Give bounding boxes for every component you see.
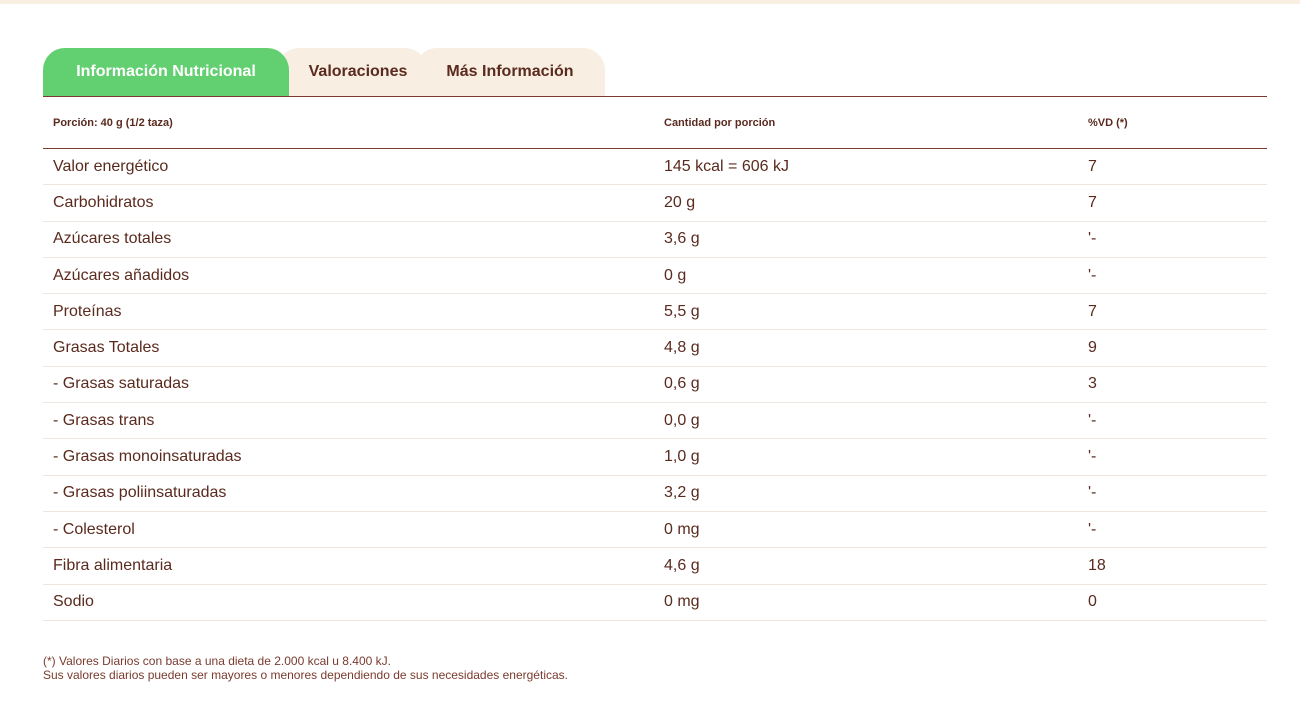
nutrition-table: Porción: 40 g (1/2 taza) Cantidad por po… [43, 96, 1267, 621]
table-row: - Grasas saturadas 0,6 g 3 [43, 367, 1267, 404]
table-row: Grasas Totales 4,8 g 9 [43, 330, 1267, 367]
header-portion: Porción: 40 g (1/2 taza) [53, 116, 173, 129]
nutrient-name: Azúcares totales [53, 230, 172, 248]
header-dv: %VD (*) [1088, 116, 1128, 129]
nutrient-dv: 7 [1088, 157, 1097, 175]
nutrient-name: - Grasas poliinsaturadas [53, 484, 227, 502]
table-row: Azúcares totales 3,6 g '- [43, 222, 1267, 258]
tab-informacion-nutricional[interactable]: Información Nutricional [43, 48, 289, 96]
footnote-line: (*) Valores Diarios con base a una dieta… [43, 654, 391, 668]
nutrient-name: Carbohidratos [53, 193, 154, 211]
table-row: - Colesterol 0 mg '- [43, 512, 1267, 549]
nutrient-name: Azúcares añadidos [53, 266, 190, 284]
table-row: Proteínas 5,5 g 7 [43, 294, 1267, 331]
nutrient-amount: 4,8 g [664, 339, 700, 357]
table-row: - Grasas monoinsaturadas 1,0 g '- [43, 439, 1267, 476]
nutrient-dv: 7 [1088, 302, 1097, 320]
tab-mas-informacion[interactable]: Más Información [415, 48, 605, 96]
nutrient-name: Valor energético [53, 157, 169, 175]
nutrient-name: Grasas Totales [53, 339, 160, 357]
nutrient-amount: 4,6 g [664, 556, 700, 574]
nutrient-dv: '- [1088, 266, 1097, 284]
footnote: (*) Valores Diarios con base a una dieta… [43, 654, 568, 682]
nutrient-amount: 145 kcal = 606 kJ [664, 157, 789, 175]
nutrient-dv: '- [1088, 484, 1097, 502]
nutrient-name: - Grasas saturadas [53, 375, 190, 393]
nutrient-dv: 18 [1088, 556, 1106, 574]
nutrient-name: - Colesterol [53, 520, 135, 538]
nutrient-dv: 3 [1088, 375, 1097, 393]
nutrient-amount: 0,6 g [664, 375, 700, 393]
nutrient-dv: '- [1088, 520, 1097, 538]
nutrient-amount: 20 g [664, 193, 696, 211]
tab-valoraciones[interactable]: Valoraciones [277, 48, 427, 96]
nutrient-name: - Grasas trans [53, 411, 155, 429]
nutrient-dv: 0 [1088, 593, 1097, 611]
nutrient-amount: 0 mg [664, 593, 700, 611]
nutrient-name: Sodio [53, 593, 94, 611]
table-row: Valor energético 145 kcal = 606 kJ 7 [43, 149, 1267, 186]
nutrient-dv: '- [1088, 230, 1097, 248]
top-bar [0, 0, 1300, 4]
table-row: Fibra alimentaria 4,6 g 18 [43, 548, 1267, 585]
nutrient-amount: 1,0 g [664, 448, 700, 466]
nutrient-dv: 9 [1088, 339, 1097, 357]
nutrient-amount: 3,2 g [664, 484, 700, 502]
nutrient-dv: '- [1088, 448, 1097, 466]
nutrient-amount: 0 mg [664, 520, 700, 538]
nutrient-amount: 5,5 g [664, 302, 700, 320]
nutrient-amount: 0,0 g [664, 411, 700, 429]
nutrient-dv: 7 [1088, 193, 1097, 211]
table-row: Carbohidratos 20 g 7 [43, 185, 1267, 222]
nutrient-dv: '- [1088, 411, 1097, 429]
nutrient-amount: 0 g [664, 266, 687, 284]
table-row: Sodio 0 mg 0 [43, 585, 1267, 621]
nutrient-name: - Grasas monoinsaturadas [53, 448, 242, 466]
header-amount: Cantidad por porción [664, 116, 776, 129]
nutrient-name: Fibra alimentaria [53, 556, 173, 574]
nutrient-name: Proteínas [53, 302, 122, 320]
table-row: - Grasas poliinsaturadas 3,2 g '- [43, 476, 1267, 512]
nutrient-amount: 3,6 g [664, 230, 700, 248]
tab-bar: Información Nutricional Valoraciones Más… [43, 48, 605, 96]
table-row: - Grasas trans 0,0 g '- [43, 403, 1267, 440]
table-header: Porción: 40 g (1/2 taza) Cantidad por po… [43, 97, 1267, 149]
footnote-line: Sus valores diarios pueden ser mayores o… [43, 668, 568, 682]
table-row: Azúcares añadidos 0 g '- [43, 258, 1267, 295]
